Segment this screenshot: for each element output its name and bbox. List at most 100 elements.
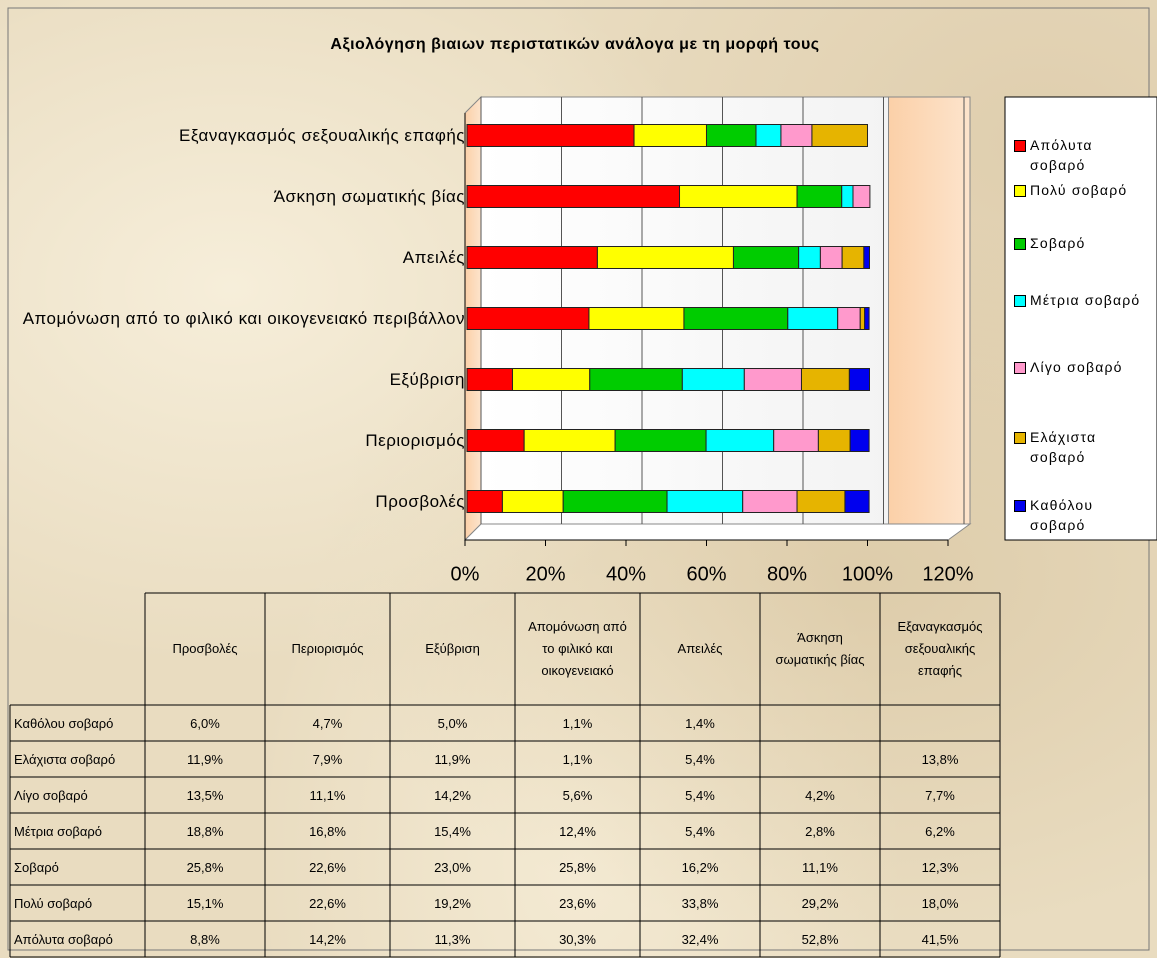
floor [463,523,972,541]
bar-segment [705,429,775,452]
legend-swatch [1014,295,1026,307]
bar-segment [796,490,846,513]
row-label: Καθόλου σοβαρό [14,715,114,731]
table-cell: 14,2% [309,931,346,947]
table-cell: 6,0% [190,715,220,731]
legend-swatch [1014,500,1026,512]
row-label: Απόλυτα σοβαρό [14,931,113,947]
bar-segment [817,429,851,452]
table-cell: 22,6% [309,895,346,911]
row-label: Ελάχιστα σοβαρό [14,751,116,767]
bar-segment [773,429,819,452]
bar-segment [681,368,745,391]
row-label: Λίγο σοβαρό [14,787,88,803]
x-tick-label: 20% [525,563,565,585]
category-label: Εξαναγκασμός σεξουαλικής επαφής [179,125,465,145]
row-label: Σοβαρό [14,859,59,875]
table-cell: 23,6% [559,895,596,911]
legend-label: Λίγο σοβαρό [1030,359,1123,375]
bar-segment [589,368,683,391]
category-label: Απειλές [402,247,465,267]
bar-segment [859,307,866,330]
bar-segment [466,185,681,208]
x-tick-label: 80% [767,563,807,585]
bar-segment [848,368,870,391]
legend-label: Καθόλου σοβαρό [1030,497,1094,533]
table-cell: 18,8% [186,823,224,839]
table-cell: 41,5% [921,931,959,947]
bar-segment [501,490,564,513]
table-cell: 1,1% [562,751,593,767]
bar-segment [466,307,590,330]
table-cell: 4,7% [312,715,343,731]
bar-segment [466,490,503,513]
bar-segment [683,307,789,330]
category-label: Εξύβριση [389,369,465,389]
table-cell: 23,0% [434,859,471,875]
bar-segment [732,246,800,269]
table-cell: 19,2% [434,895,471,911]
legend-swatch [1014,432,1026,444]
table-cell: 5,6% [562,787,593,803]
x-tick-label: 60% [686,563,726,585]
table-cell: 33,8% [681,895,719,911]
table-header: Περιορισμός [291,641,364,656]
bar-segment [755,124,782,147]
bar-segment [562,490,668,513]
x-tick-label: 0% [451,563,480,585]
legend-label: Σοβαρό [1030,235,1086,251]
table-cell: 5,4% [685,787,715,803]
bar-segment [849,429,870,452]
bar-segment [819,246,843,269]
table-cell: 15,1% [186,895,224,911]
table-header: Άσκηση σωματικής βίας [775,630,865,667]
bar-segment [800,368,850,391]
bar-segment [864,307,870,330]
bar-segment [466,246,598,269]
bar-segment [633,124,707,147]
bar-segment [743,368,802,391]
table-cell: 2,8% [805,823,835,839]
table-cell: 1,1% [562,715,593,731]
table-cell: 4,2% [805,787,835,803]
back-wall-right [888,96,971,525]
table-cell: 18,0% [921,895,959,911]
table-header: Απομόνωση από το φιλικό και οικογενειακό [528,619,627,678]
bar-segment [588,307,685,330]
table-cell: 25,8% [186,859,224,875]
bar-segment [466,124,635,147]
table-cell: 6,2% [925,823,955,839]
bar-segment [787,307,839,330]
x-tick-label: 40% [606,563,646,585]
table-cell: 5,0% [437,715,468,731]
table-header: Εξαναγκασμός σεξουαλικής επαφής [897,619,983,678]
bar-segment [780,124,813,147]
bar-segment [511,368,591,391]
legend-label: Μέτρια σοβαρό [1030,292,1141,308]
table-cell: 16,8% [309,823,346,839]
table-cell: 11,1% [802,859,838,875]
table-cell: 1,4% [685,715,715,731]
table-cell: 11,3% [434,931,471,947]
table-cell: 11,9% [187,751,223,767]
table-cell: 32,4% [681,931,719,947]
bar-segment [705,124,757,147]
bar-segment [796,185,843,208]
bar-segment [841,246,865,269]
legend-label: Ελάχιστα σοβαρό [1030,429,1097,465]
bar-segment [798,246,821,269]
bar-segment [742,490,798,513]
bar-segment [614,429,707,452]
category-label: Προσβολές [375,491,465,511]
category-label: Απομόνωση από το φιλικό και οικογενειακό… [22,308,465,328]
table-cell: 16,2% [681,859,719,875]
bar-segment [863,246,870,269]
table-cell: 7,7% [925,787,955,803]
table-cell: 22,6% [309,859,346,875]
table-cell: 15,4% [434,823,471,839]
bar-segment [666,490,744,513]
bar-segment [466,429,525,452]
row-label: Μέτρια σοβαρό [14,823,103,839]
